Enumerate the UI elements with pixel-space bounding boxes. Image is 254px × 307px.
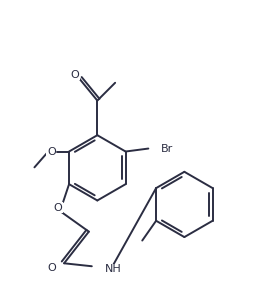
Text: NH: NH (105, 264, 121, 274)
Text: O: O (54, 203, 62, 213)
Text: Br: Br (161, 144, 173, 154)
Text: O: O (70, 70, 79, 80)
Text: O: O (47, 146, 56, 157)
Text: O: O (48, 263, 57, 273)
